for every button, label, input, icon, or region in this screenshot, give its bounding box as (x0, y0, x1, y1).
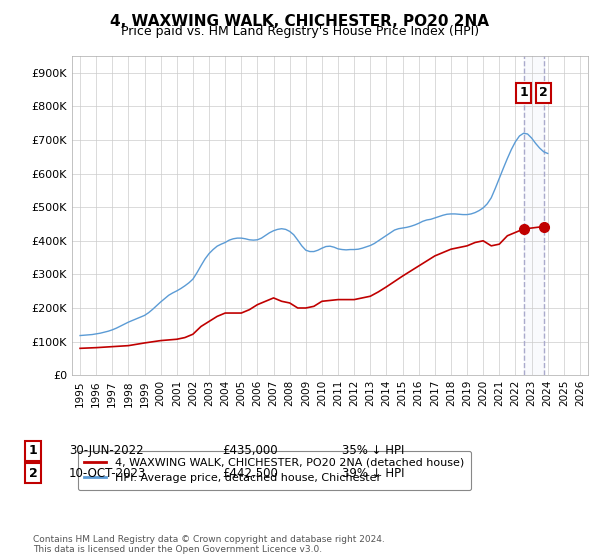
Text: 2: 2 (29, 466, 37, 480)
Text: 30-JUN-2022: 30-JUN-2022 (69, 444, 143, 458)
Text: 1: 1 (29, 444, 37, 458)
Text: 35% ↓ HPI: 35% ↓ HPI (342, 444, 404, 458)
Text: £442,500: £442,500 (222, 466, 278, 480)
Text: £435,000: £435,000 (222, 444, 278, 458)
Text: 10-OCT-2023: 10-OCT-2023 (69, 466, 146, 480)
Bar (523, 56, 544, 375)
Text: 39% ↓ HPI: 39% ↓ HPI (342, 466, 404, 480)
Text: Contains HM Land Registry data © Crown copyright and database right 2024.
This d: Contains HM Land Registry data © Crown c… (33, 535, 385, 554)
Text: 4, WAXWING WALK, CHICHESTER, PO20 2NA: 4, WAXWING WALK, CHICHESTER, PO20 2NA (110, 14, 490, 29)
Text: 1: 1 (519, 86, 528, 100)
Text: 2: 2 (539, 86, 548, 100)
Legend: 4, WAXWING WALK, CHICHESTER, PO20 2NA (detached house), HPI: Average price, deta: 4, WAXWING WALK, CHICHESTER, PO20 2NA (d… (77, 451, 471, 490)
Text: Price paid vs. HM Land Registry's House Price Index (HPI): Price paid vs. HM Land Registry's House … (121, 25, 479, 38)
